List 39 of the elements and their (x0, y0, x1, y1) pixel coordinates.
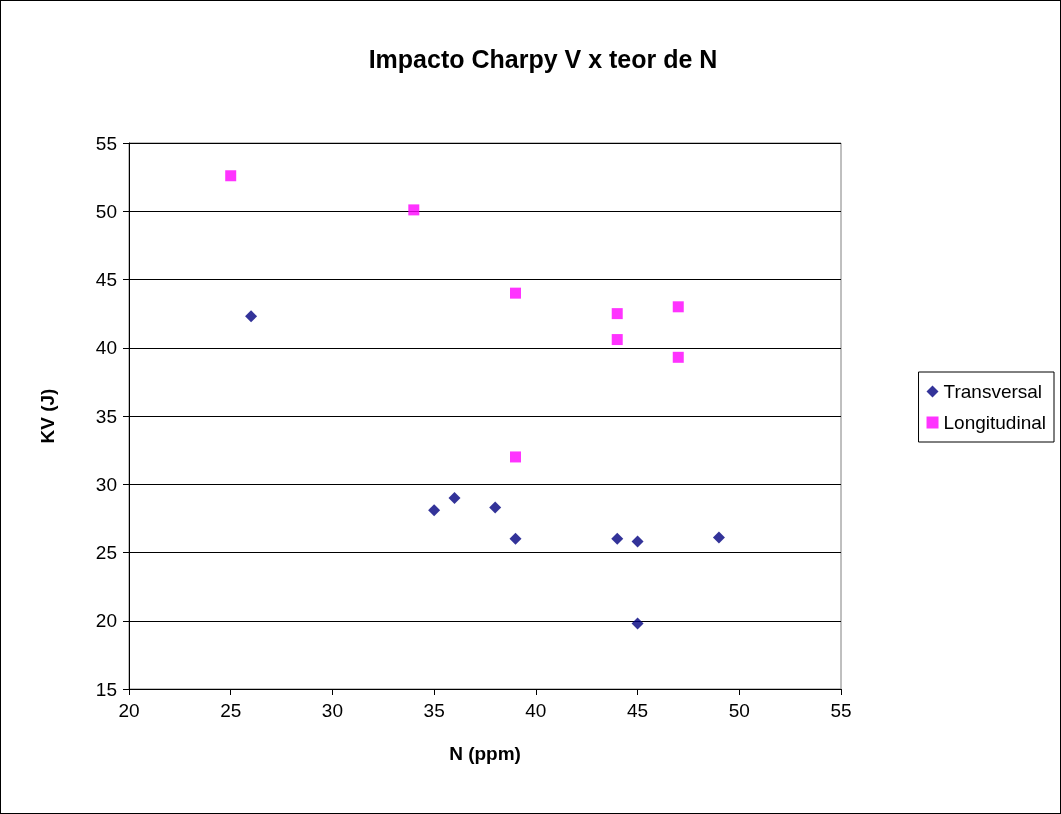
x-tick-label: 45 (627, 700, 649, 721)
legend-label: Longitudinal (943, 412, 1047, 433)
x-tick-label: 40 (525, 700, 547, 721)
point (631, 617, 644, 630)
y-tick-label: 15 (95, 678, 117, 700)
point (509, 532, 522, 545)
y-tick-label: 30 (95, 473, 117, 495)
y-tick-label: 35 (95, 405, 117, 427)
chart-title: Impacto Charpy V x teor de N (368, 44, 718, 73)
x-tick-label: 50 (728, 700, 750, 721)
y-tick-label: 40 (95, 337, 117, 359)
point (245, 310, 258, 323)
x-tick-label: 20 (118, 700, 140, 721)
y-tick-label: 45 (95, 269, 117, 290)
point (712, 531, 725, 544)
point (611, 308, 623, 320)
legend-label: Transversal (943, 381, 1043, 402)
y-tick-label: 20 (95, 610, 117, 632)
point (611, 334, 623, 346)
point (631, 535, 644, 548)
x-tick-label: 30 (321, 700, 343, 721)
point (510, 451, 522, 463)
point (489, 501, 502, 514)
x-axis-title: N (ppm) (449, 743, 521, 764)
point (611, 532, 624, 545)
y-tick-label: 25 (95, 542, 117, 563)
x-tick-label: 35 (423, 700, 445, 721)
point (408, 204, 420, 216)
y-tick-label: 50 (95, 200, 117, 222)
x-tick-label: 25 (220, 700, 242, 721)
y-tick-label: 55 (95, 132, 117, 154)
x-tick-label: 55 (830, 700, 852, 721)
point (448, 491, 461, 504)
point (428, 504, 441, 517)
y-axis-title: KV (J) (37, 388, 58, 444)
point (672, 351, 684, 363)
point (510, 287, 522, 299)
point (225, 170, 237, 182)
point (672, 301, 684, 313)
